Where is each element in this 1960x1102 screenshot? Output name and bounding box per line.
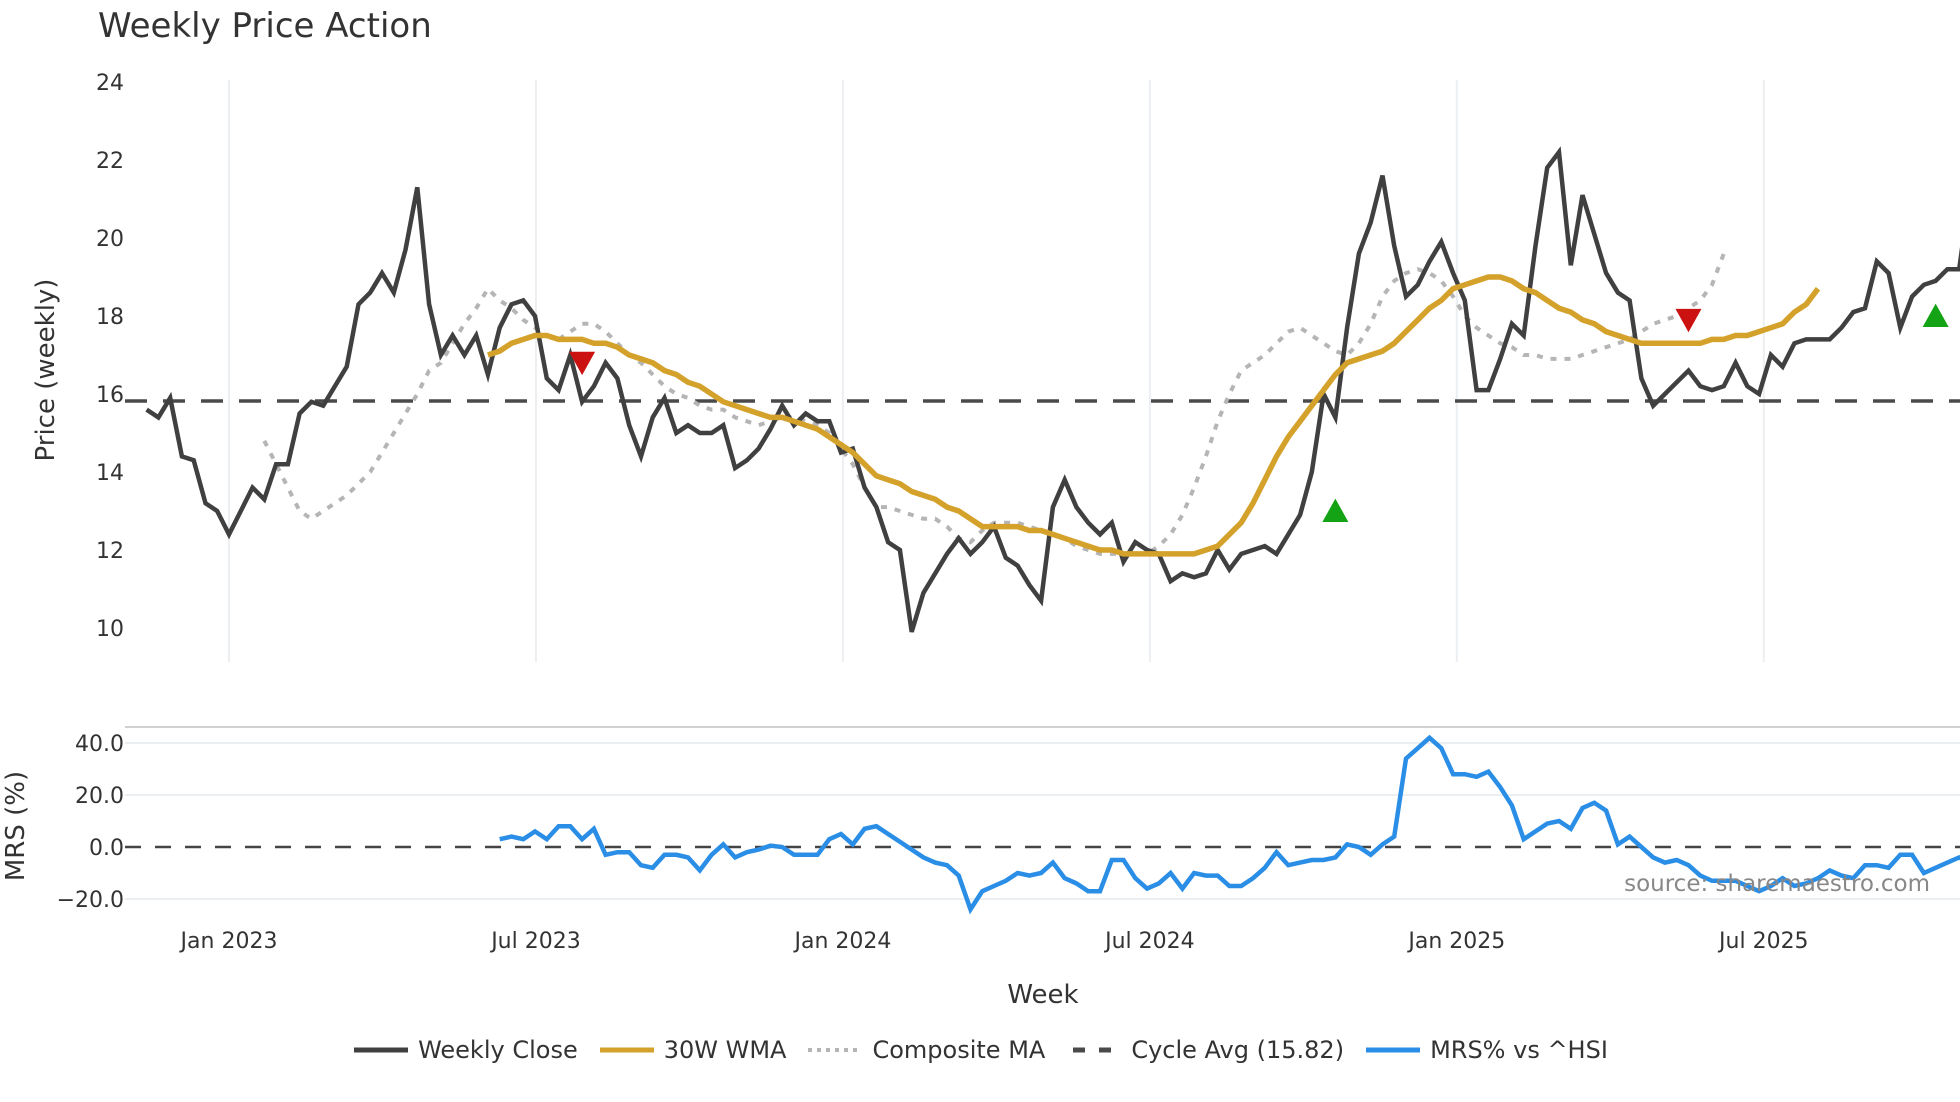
legend-swatch-icon <box>808 1048 863 1052</box>
y-tick-label: 40.0 <box>75 732 124 757</box>
legend: Weekly Close 30W WMA Composite MA Cycle Avg… <box>0 1036 1960 1064</box>
mrs-line <box>499 734 1960 915</box>
legend-label: Cycle Avg (15.82) <box>1131 1036 1345 1064</box>
x-tick-label: Jul 2023 <box>489 929 581 954</box>
sell-signal-marker <box>1675 308 1702 333</box>
legend-item-wma30[interactable]: 30W WMA <box>598 1036 787 1064</box>
x-tick-label: Jul 2024 <box>1103 929 1195 954</box>
buy-signal-marker <box>1922 303 1949 328</box>
legend-item-composite-ma[interactable]: Composite MA <box>806 1036 1045 1064</box>
vertical-gridlines <box>228 80 1765 662</box>
price-y-axis-title: Price (weekly) <box>31 279 61 462</box>
price-plot <box>125 146 1960 633</box>
chart-title: Weekly Price Action <box>98 6 432 46</box>
mrs-plot <box>125 734 1960 915</box>
buy-signal-marker <box>1322 498 1349 523</box>
y-tick-label: 22 <box>96 149 124 174</box>
y-tick-label: 20.0 <box>75 784 124 809</box>
legend-item-weekly-close[interactable]: Weekly Close <box>352 1036 578 1064</box>
legend-label: 30W WMA <box>663 1036 787 1064</box>
x-tick-label: Jan 2025 <box>1406 929 1505 954</box>
legend-label: MRS% vs ^HSI <box>1430 1036 1608 1064</box>
x-axis-title: Week <box>1007 980 1078 1010</box>
legend-swatch-icon <box>1366 1047 1421 1053</box>
y-tick-label: 14 <box>96 461 124 486</box>
legend-item-mrs[interactable]: MRS% vs ^HSI <box>1364 1036 1608 1064</box>
legend-swatch-icon <box>354 1047 409 1053</box>
source-note: source: sharemaestro.com <box>1624 871 1930 897</box>
y-tick-label: 12 <box>96 539 124 564</box>
mrs-y-axis: 40.0 20.0 0.0 −20.0 <box>57 732 1960 913</box>
x-tick-label: Jul 2025 <box>1717 929 1809 954</box>
x-axis: Jan 2023 Jul 2023 Jan 2024 Jul 2024 Jan 2025… <box>179 929 1809 954</box>
legend-swatch-icon <box>1073 1047 1122 1053</box>
y-tick-label: 10 <box>96 617 124 642</box>
weekly-close-line <box>145 146 1960 633</box>
legend-swatch-icon <box>599 1047 654 1053</box>
legend-label: Weekly Close <box>418 1036 578 1064</box>
x-tick-label: Jan 2024 <box>792 929 891 954</box>
x-tick-label: Jan 2023 <box>179 929 278 954</box>
wma30-line <box>487 274 1821 557</box>
legend-label: Composite MA <box>872 1036 1046 1064</box>
price-y-axis: 24 22 20 18 16 14 12 10 <box>96 71 124 642</box>
composite-ma-line <box>262 252 1726 556</box>
y-tick-label: −20.0 <box>57 888 124 913</box>
y-tick-label: 24 <box>96 71 124 96</box>
mrs-y-axis-title: MRS (%) <box>1 771 31 881</box>
y-tick-label: 20 <box>96 227 124 252</box>
y-tick-label: 18 <box>96 305 124 330</box>
y-tick-label: 16 <box>96 383 124 408</box>
sell-signal-marker <box>569 351 596 376</box>
y-tick-label: 0.0 <box>89 836 124 861</box>
legend-item-cycle-avg[interactable]: Cycle Avg (15.82) <box>1065 1036 1344 1064</box>
